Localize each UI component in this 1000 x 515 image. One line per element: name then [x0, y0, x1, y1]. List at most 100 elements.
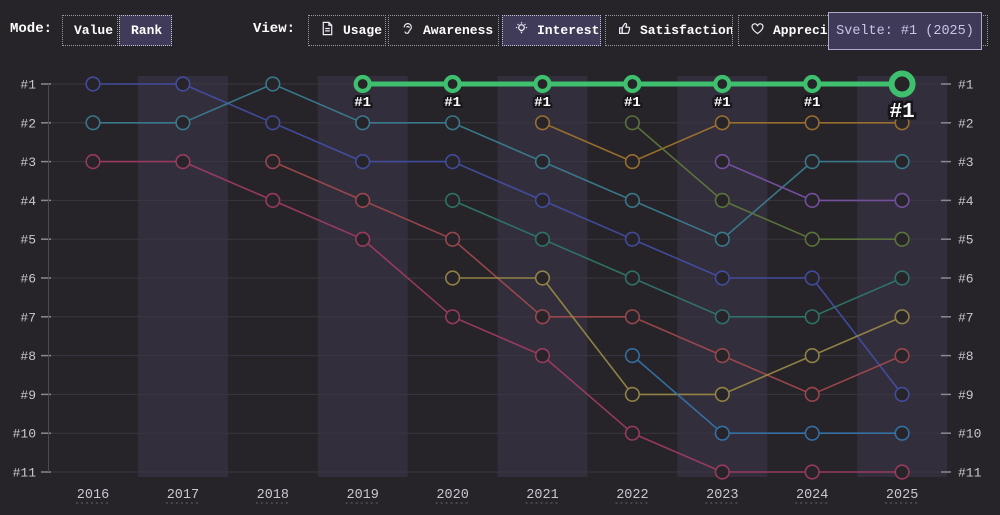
series-series-orange[interactable]: [534, 115, 910, 170]
data-point[interactable]: [804, 464, 820, 480]
data-point[interactable]: [534, 270, 551, 286]
data-point[interactable]: [445, 192, 461, 208]
year-label[interactable]: 2016: [77, 488, 109, 503]
data-point[interactable]: [624, 425, 641, 441]
series-series-teal[interactable]: [85, 76, 910, 247]
mode-rank-button[interactable]: Rank: [119, 15, 172, 46]
data-point[interactable]: [804, 192, 820, 208]
year-label[interactable]: 2018: [257, 488, 289, 503]
data-point[interactable]: [534, 309, 551, 325]
series-series-sage[interactable]: [624, 115, 910, 247]
data-point[interactable]: [894, 270, 910, 286]
data-point[interactable]: [894, 309, 910, 325]
data-point[interactable]: [624, 270, 641, 286]
series-Svelte[interactable]: #1 #1 #1 #1 #1 #1 #1: [352, 70, 917, 127]
data-point[interactable]: [85, 115, 101, 131]
data-point[interactable]: [804, 270, 820, 286]
data-point[interactable]: [445, 154, 461, 170]
data-point[interactable]: [804, 231, 820, 247]
data-point[interactable]: [265, 192, 281, 208]
data-point[interactable]: [894, 386, 910, 403]
data-point[interactable]: [804, 348, 820, 364]
data-point[interactable]: [265, 76, 281, 92]
year-label[interactable]: 2023: [706, 488, 738, 503]
year-label[interactable]: 2025: [886, 488, 918, 503]
data-point[interactable]: [714, 309, 730, 325]
series-series-red[interactable]: [265, 154, 910, 403]
data-point[interactable]: [534, 192, 551, 208]
series-series-purple[interactable]: [714, 154, 910, 208]
data-point[interactable]: [355, 192, 371, 208]
data-point[interactable]: [804, 386, 820, 403]
data-point[interactable]: [624, 231, 641, 247]
data-point[interactable]: [175, 115, 191, 131]
data-point[interactable]: [443, 74, 462, 94]
data-point[interactable]: [894, 464, 910, 480]
series-series-dark-teal[interactable]: [445, 192, 910, 325]
data-point[interactable]: [894, 115, 910, 131]
data-point[interactable]: [445, 270, 461, 286]
year-label[interactable]: 2020: [436, 488, 468, 503]
data-point[interactable]: [804, 154, 820, 170]
data-point[interactable]: [714, 270, 730, 286]
series-series-crimson[interactable]: [85, 154, 910, 480]
view-awareness-button[interactable]: Awareness: [388, 15, 499, 46]
data-point[interactable]: [714, 231, 730, 247]
data-point[interactable]: [624, 348, 641, 364]
data-point[interactable]: [624, 115, 641, 131]
data-point[interactable]: [85, 76, 101, 92]
data-point[interactable]: [714, 192, 730, 208]
data-point[interactable]: [175, 76, 191, 92]
data-point[interactable]: [534, 154, 551, 170]
year-label[interactable]: 2024: [796, 488, 828, 503]
data-point[interactable]: [445, 231, 461, 247]
year-label[interactable]: 2017: [167, 488, 199, 503]
data-point[interactable]: [623, 74, 642, 94]
data-point[interactable]: [355, 154, 371, 170]
data-point[interactable]: [624, 386, 641, 403]
data-point[interactable]: [534, 348, 551, 364]
data-point[interactable]: [804, 309, 820, 325]
data-point[interactable]: [534, 231, 551, 247]
data-point[interactable]: [445, 115, 461, 131]
view-usage-button[interactable]: Usage: [308, 15, 386, 46]
data-point[interactable]: [894, 348, 910, 364]
data-point[interactable]: [894, 192, 910, 208]
data-point[interactable]: [714, 425, 730, 441]
data-point[interactable]: [804, 115, 820, 131]
data-point[interactable]: [714, 348, 730, 364]
data-point[interactable]: [265, 115, 281, 131]
year-label[interactable]: 2021: [526, 488, 558, 503]
view-interest-button[interactable]: Interest: [502, 15, 601, 46]
data-point[interactable]: [894, 231, 910, 247]
data-point[interactable]: [624, 154, 641, 170]
view-satisfaction-button[interactable]: Satisfaction: [605, 15, 733, 46]
data-point[interactable]: [175, 154, 191, 170]
series-series-steel-blue[interactable]: [624, 348, 910, 441]
data-point[interactable]: [714, 154, 730, 170]
data-point[interactable]: [355, 115, 371, 131]
data-point[interactable]: [353, 74, 372, 94]
data-point[interactable]: [355, 231, 371, 247]
data-point[interactable]: [624, 309, 641, 325]
data-point[interactable]: [534, 115, 551, 131]
data-point[interactable]: [445, 309, 461, 325]
data-point[interactable]: [894, 154, 910, 170]
data-point[interactable]: [714, 464, 730, 480]
data-point[interactable]: [533, 74, 552, 94]
data-point[interactable]: [713, 74, 732, 94]
data-point[interactable]: [803, 74, 822, 94]
data-point[interactable]: [265, 154, 281, 170]
year-label[interactable]: 2022: [616, 488, 648, 503]
data-point[interactable]: [894, 425, 910, 441]
data-point[interactable]: [714, 386, 730, 403]
data-point[interactable]: [85, 154, 101, 170]
data-point[interactable]: [804, 425, 820, 441]
data-point[interactable]: [624, 192, 641, 208]
year-label[interactable]: 2019: [346, 488, 378, 503]
mode-value-button[interactable]: Value: [62, 15, 118, 46]
data-point[interactable]: [888, 70, 916, 98]
series-series-olive[interactable]: [445, 270, 910, 403]
data-point[interactable]: [714, 115, 730, 131]
